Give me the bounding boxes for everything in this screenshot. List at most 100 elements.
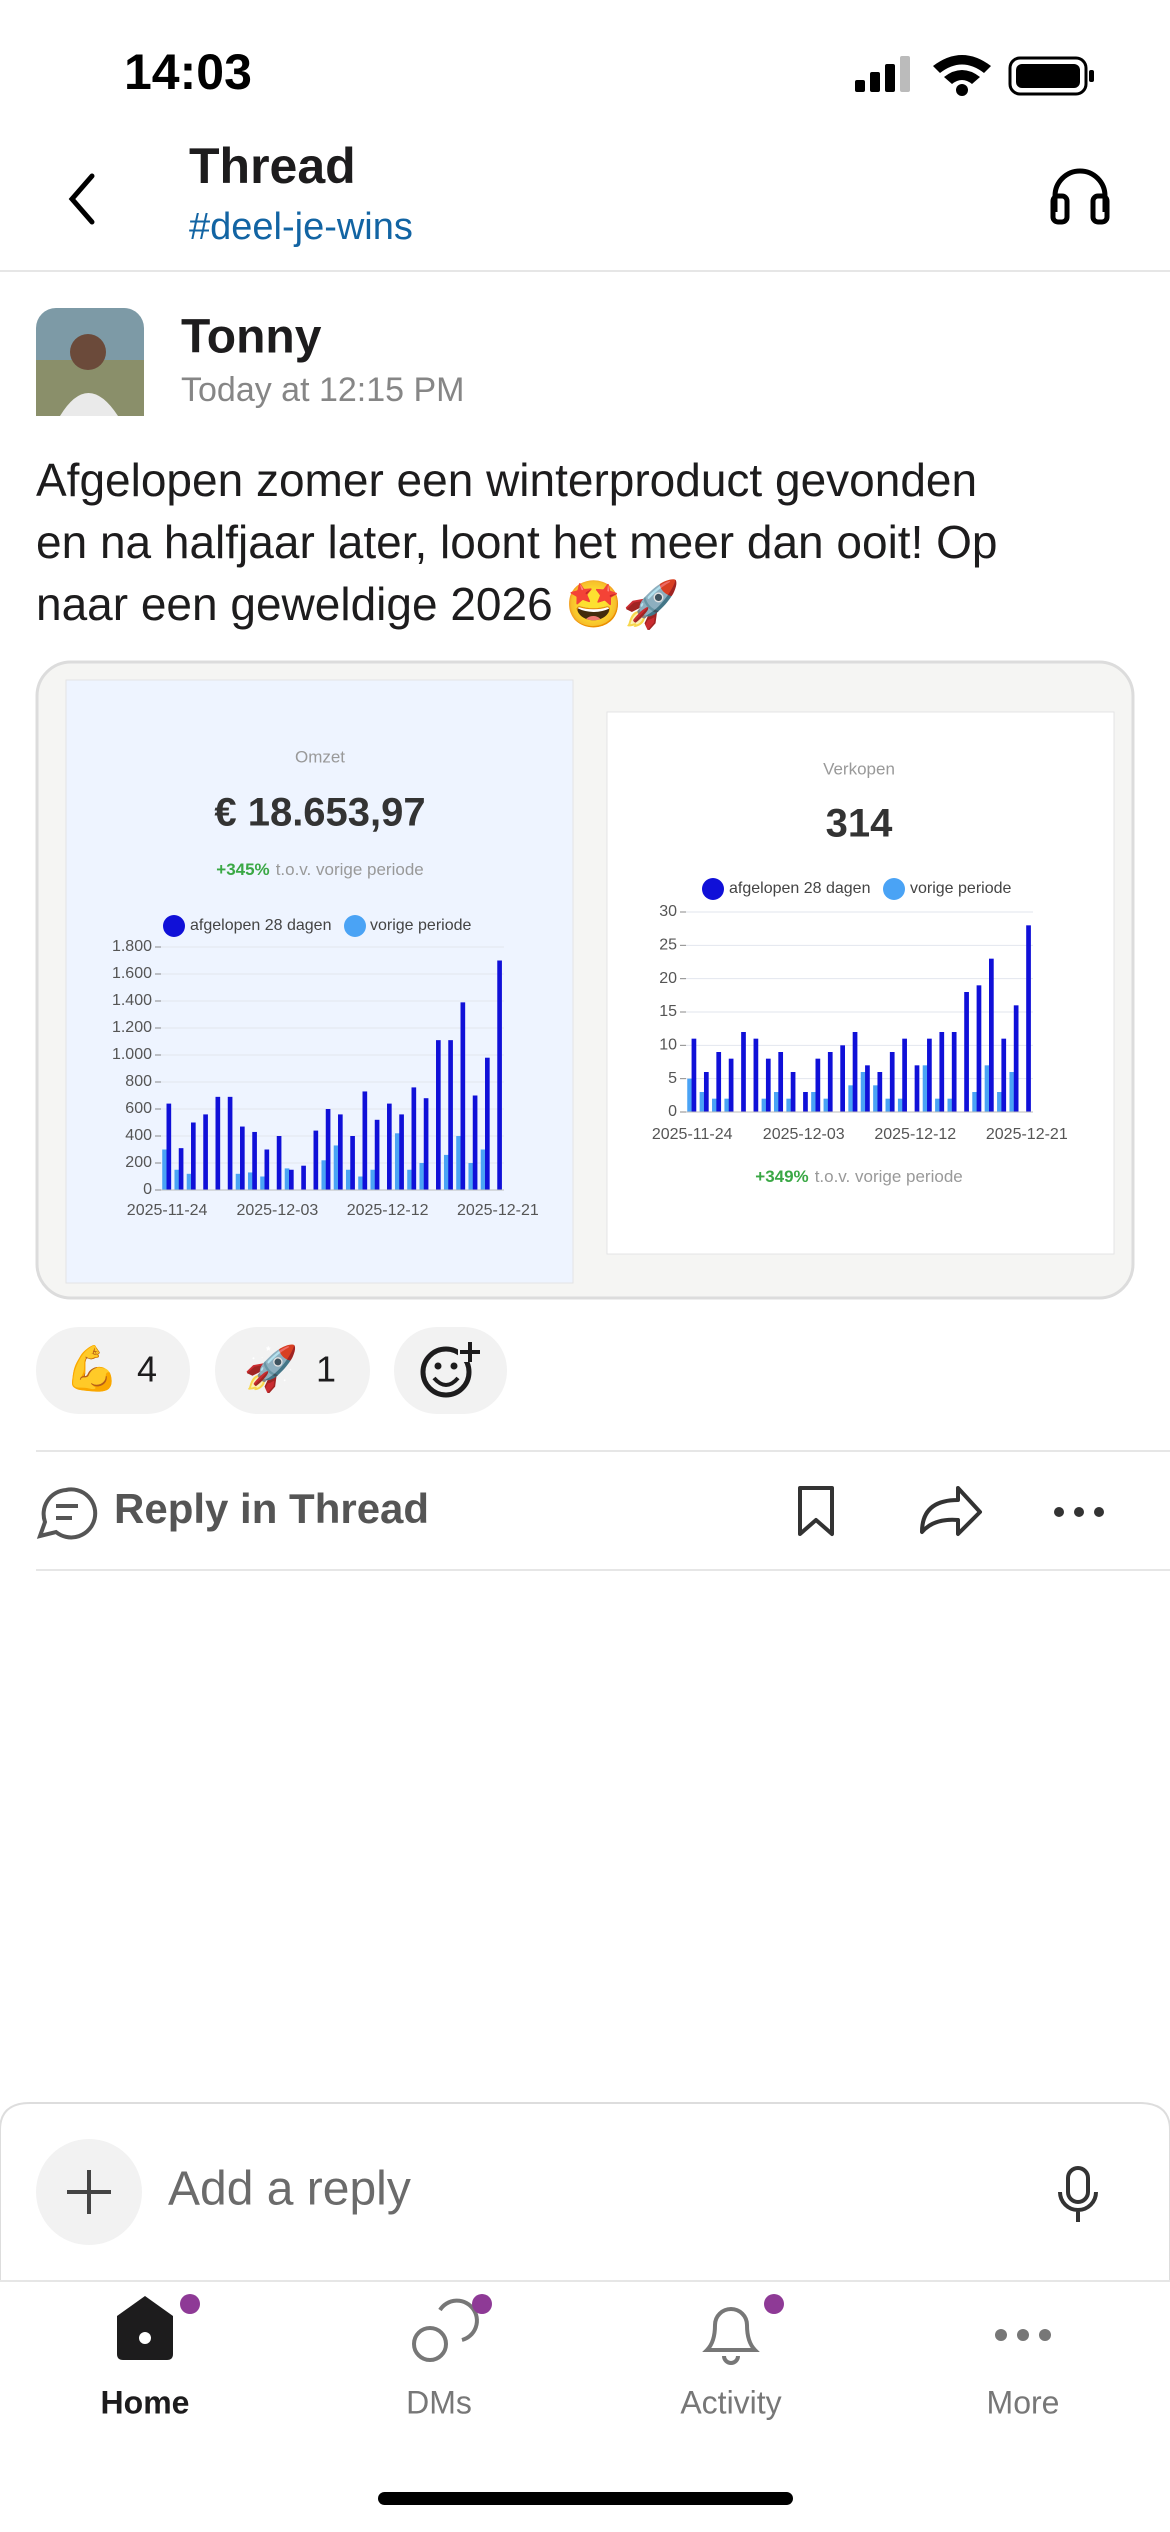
header-title: Thread <box>189 138 356 194</box>
reaction[interactable]: 💪 4 <box>36 1327 190 1414</box>
bar <box>325 1109 331 1190</box>
bar <box>897 1098 903 1112</box>
tab-label[interactable]: DMs <box>406 2384 472 2420</box>
change-note: t.o.v. vorige periode <box>815 1167 963 1186</box>
avatar[interactable] <box>36 308 144 416</box>
save-button[interactable] <box>798 1486 834 1536</box>
bar <box>338 1114 343 1190</box>
bar <box>370 1169 376 1190</box>
bar <box>411 1087 417 1190</box>
reply-icon <box>36 1487 98 1540</box>
bar <box>284 1168 290 1190</box>
bar <box>811 1092 816 1112</box>
legend-swatch <box>163 915 185 937</box>
bar <box>260 1176 265 1190</box>
bar <box>939 1032 945 1112</box>
tab-label[interactable]: Activity <box>680 2384 781 2420</box>
bar <box>345 1169 351 1190</box>
y-tick-label: 5 <box>668 1070 677 1087</box>
bar <box>333 1145 339 1190</box>
bar <box>922 1065 928 1112</box>
bar <box>935 1098 940 1112</box>
mic-button[interactable] <box>1058 2166 1098 2222</box>
reply-input[interactable]: Add a reply <box>168 2163 411 2216</box>
tab-label[interactable]: More <box>987 2384 1060 2420</box>
bar <box>947 1098 953 1112</box>
more-actions[interactable] <box>1054 1507 1104 1517</box>
bar <box>765 1058 771 1112</box>
bar <box>815 1058 821 1112</box>
author-name[interactable]: Tonny <box>181 311 322 364</box>
x-tick-label: 2025-12-12 <box>347 1202 429 1219</box>
y-tick-label: 200 <box>125 1154 152 1171</box>
bar <box>773 1092 779 1112</box>
bar <box>687 1078 692 1112</box>
y-tick-label: 1.200 <box>112 1019 152 1036</box>
bar <box>358 1176 363 1190</box>
x-tick-label: 2025-11-24 <box>652 1126 733 1143</box>
add-reaction[interactable] <box>394 1327 507 1414</box>
bar <box>186 1173 192 1190</box>
bar <box>964 992 969 1112</box>
share-button[interactable] <box>920 1486 982 1536</box>
home-icon[interactable] <box>117 2294 200 2360</box>
bar <box>827 1052 833 1112</box>
y-tick-label: 15 <box>659 1003 677 1020</box>
y-tick-label: 0 <box>143 1181 152 1198</box>
bar <box>989 958 994 1112</box>
message-text: naar een geweldige 2026 🤩🚀 <box>36 578 680 631</box>
change-value: +349% <box>755 1167 808 1186</box>
legend-swatch <box>344 915 366 937</box>
back-button[interactable] <box>68 173 95 225</box>
bar <box>823 1098 829 1112</box>
bar <box>178 1148 184 1190</box>
bar <box>984 1065 990 1112</box>
channel-name[interactable]: #deel-je-wins <box>189 206 413 248</box>
y-tick-label: 25 <box>659 937 677 954</box>
huddle-button[interactable] <box>1050 168 1110 225</box>
bar <box>289 1169 294 1190</box>
y-tick-label: 1.800 <box>112 938 152 955</box>
y-tick-label: 1.600 <box>112 965 152 982</box>
bar <box>877 1072 883 1112</box>
bar <box>301 1165 306 1190</box>
bar <box>1013 1005 1019 1112</box>
bar <box>761 1098 767 1112</box>
bar <box>394 1133 400 1190</box>
legend-label: vorige periode <box>910 880 1012 897</box>
bar <box>716 1052 722 1112</box>
dms-icon[interactable] <box>412 2294 492 2362</box>
more-icon[interactable] <box>995 2329 1051 2341</box>
activity-icon[interactable] <box>702 2294 784 2365</box>
bar <box>423 1098 429 1190</box>
reply-in-thread[interactable]: Reply in Thread <box>114 1485 429 1532</box>
tab-bar: Home DMs Activity More <box>101 2384 1060 2420</box>
bar <box>247 1172 253 1190</box>
legend-label: vorige periode <box>370 917 472 934</box>
chart-change: +349% t.o.v. vorige periode <box>755 1167 962 1186</box>
chart: Omzet € 18.653,97 +345% t.o.v. vorige perio… <box>65 679 574 1284</box>
bar <box>162 1149 167 1190</box>
x-tick-label: 2025-12-03 <box>236 1202 318 1219</box>
bar <box>399 1114 404 1190</box>
y-tick-label: 30 <box>659 903 677 920</box>
chart: Verkopen 314 +349% t.o.v. vorige periode afg… <box>606 711 1115 1255</box>
bar <box>485 1057 490 1190</box>
bar <box>436 1040 441 1190</box>
bar <box>215 1096 221 1190</box>
reaction-pill <box>215 1327 370 1414</box>
chart-headline: € 18.653,97 <box>214 791 425 835</box>
message-text: en na halfjaar later, loont het meer dan… <box>36 516 998 568</box>
bar <box>885 1098 891 1112</box>
bar <box>699 1092 705 1112</box>
legend-label: afgelopen 28 dagen <box>190 917 331 934</box>
bar <box>174 1169 180 1190</box>
reaction[interactable]: 🚀 1 <box>215 1327 370 1414</box>
legend-swatch <box>702 878 724 900</box>
tab-label[interactable]: Home <box>101 2384 190 2420</box>
attach-button[interactable] <box>36 2139 142 2245</box>
bar <box>460 1002 466 1190</box>
message-time: Today at 12:15 PM <box>181 371 465 409</box>
change-value: +345% <box>216 860 269 879</box>
